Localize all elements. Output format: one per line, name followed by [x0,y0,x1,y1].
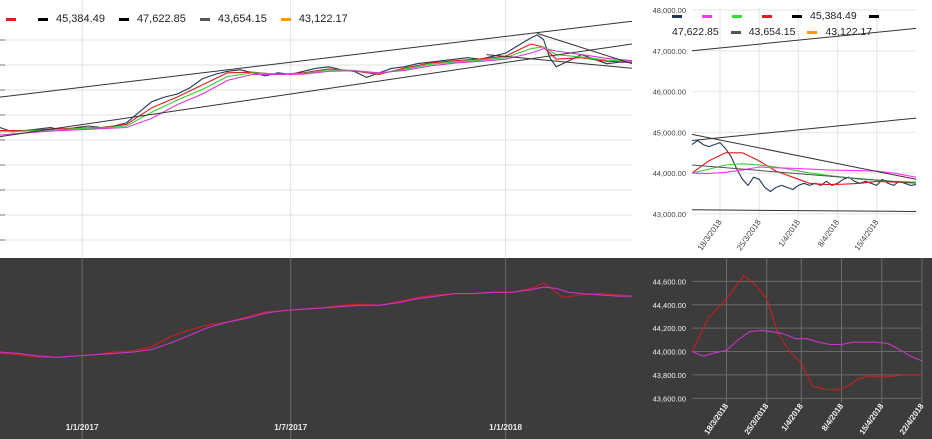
osc_main-x-tick-label: 1/1/2018 [489,422,522,432]
main-chart-panel[interactable]: 45,384.49 47,622.85 43,654.15 43,122.17 [0,0,632,258]
zoom-legend-swatch [762,14,772,18]
main-series-group [0,20,632,138]
zoom-legend-swatch [730,30,741,34]
zoom-series-channel-line [691,117,917,141]
zoom-grid [692,8,916,218]
main-series-ma-line [0,48,632,136]
main-series-ma-line [0,46,632,133]
zoom-series-support-line [691,209,917,212]
main-legend-swatch [280,17,291,21]
osc_zoom-x-tick-label: 18/3/2018 [702,402,730,437]
main-legend-value: 47,622.85 [136,13,186,25]
zoom-legend-swatch [732,14,742,18]
main-series-channel-line [0,20,632,98]
main-chart[interactable] [0,0,632,258]
osc_main-series-ma-line [0,282,632,358]
osc_zoom-x-tick-label: 8/4/2018 [820,402,846,433]
zoom-legend-value: 45,384.49 [810,10,857,22]
zoom-x-tick-label: 25/3/2018 [735,218,763,253]
osc_zoom-y-tick-label: 44,400.00 [653,301,686,310]
zoom-series-group [691,27,917,212]
osc_zoom-x-tick-label: 25/3/2018 [743,402,771,437]
main-legend-value: 43,654.15 [217,13,267,25]
osc_zoom-x-tick-label: 1/4/2018 [780,402,806,433]
zoom-chart[interactable]: 43,000.00 44,000.00 45,000.00 46,000.00 47,0… [632,0,932,258]
zoom-legend-value: 47,622.85 [672,26,719,38]
oscillator-chart[interactable]: 1/1/2017 1/7/2017 1/1/2018 [0,258,632,439]
zoom-legend: 45,384.49 47,622.85 43,654.15 43,122.17 [672,10,932,38]
osc_zoom-x-tick-label: 22/4/2018 [898,402,926,437]
osc_main-x-tick-label: 1/1/2017 [66,422,99,432]
main-legend-value: 43,122.17 [298,13,348,25]
zoom-y-tick-label: 48,000.00 [653,6,686,15]
oscillator-panel[interactable]: 1/1/2017 1/7/2017 1/1/2018 [0,258,632,439]
zoom-legend-swatch [792,14,802,18]
main-legend-value: 45,384.49 [56,13,105,25]
osc_main-series-ma-line [0,286,632,358]
zoom-y-tick-label: 45,000.00 [653,128,686,137]
zoom-y-tick-label: 47,000.00 [653,47,686,56]
zoom-legend-value: 43,122.17 [825,26,873,38]
osc_zoom-y-tick-label: 43,600.00 [653,394,686,403]
osc_zoom-series-group [691,274,923,391]
zoom-y-tick-label: 46,000.00 [653,88,686,97]
osc_zoom-series-ma-line [691,274,922,391]
zoom-legend-swatch [807,30,818,34]
main-legend-swatch [118,17,129,21]
main-legend-swatch [6,17,16,21]
zoom-x-tick-label: 8/4/2018 [816,218,842,249]
main-legend: 45,384.49 47,622.85 43,654.15 43,122.17 [6,13,362,25]
zoom-x-tick-label: 1/4/2018 [777,218,803,249]
osc_main-series-group [0,282,632,358]
zoom-y-tick-label: 44,000.00 [653,169,686,178]
main-legend-swatch [199,17,210,21]
main-series-trend-line [537,32,632,65]
zoom-x-tick-label: 15/4/2018 [853,218,881,253]
osc_zoom-series-ma-line [691,329,923,362]
osc_zoom-y-tick-label: 43,800.00 [653,371,686,380]
osc_main-x-tick-label: 1/7/2017 [274,422,307,432]
oscillator-zoom-panel[interactable]: 43,600.00 43,800.00 44,000.00 44,200.00 44,4… [632,258,932,439]
main-series-price-line [0,34,632,133]
zoom-series-trend-line [691,133,917,180]
osc_main-grid [81,258,507,439]
osc_zoom-y-tick-label: 44,600.00 [653,277,686,286]
osc_zoom-grid [692,258,923,403]
zoom-legend-swatch [868,14,879,18]
main-series-trend-line [486,54,632,69]
zoom-series-trend-line [691,164,917,184]
osc_zoom-y-tick-label: 44,000.00 [653,348,686,357]
osc_zoom-x-tick-label: 15/4/2018 [858,402,886,437]
main-series-channel-line [0,43,632,138]
main-legend-swatch [38,17,48,21]
zoom-series-ma-line [691,152,917,186]
zoom-series-price-line [691,139,917,193]
oscillator-zoom-chart[interactable]: 43,600.00 43,800.00 44,000.00 44,200.00 44,4… [632,258,932,439]
zoom-series-channel-line [691,27,917,52]
zoom-y-tick-label: 43,000.00 [653,210,686,219]
osc_zoom-y-tick-label: 44,200.00 [653,324,686,333]
zoom-legend-swatch [672,14,682,18]
zoom-x-tick-label: 18/3/2018 [696,218,724,253]
zoom-legend-swatch [702,14,712,18]
zoom-chart-panel[interactable]: 43,000.00 44,000.00 45,000.00 46,000.00 47,0… [632,0,932,258]
zoom-legend-value: 43,654.15 [748,26,796,38]
main-series-ma-line [0,43,632,132]
